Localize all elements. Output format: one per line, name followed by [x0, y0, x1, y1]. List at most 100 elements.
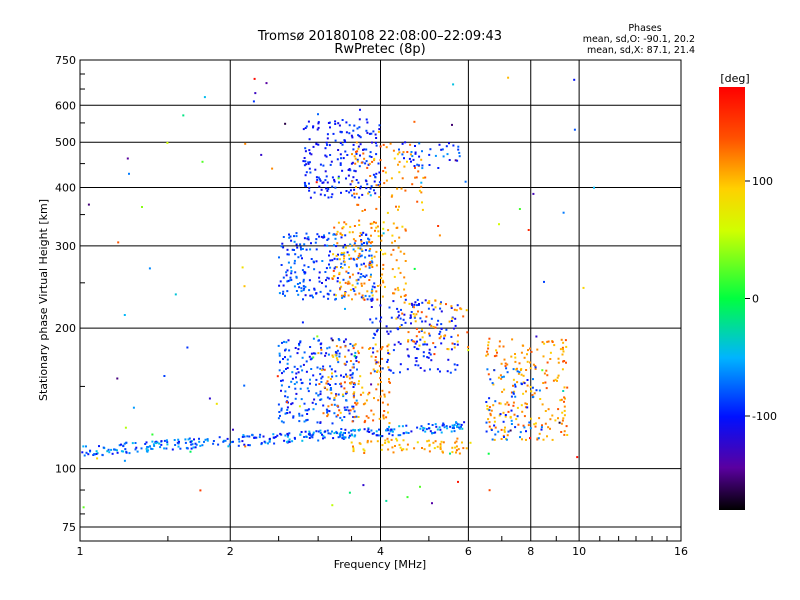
data-point: [322, 434, 325, 437]
data-point: [453, 423, 456, 426]
data-point: [87, 453, 90, 456]
data-point: [300, 248, 302, 251]
data-point: [451, 451, 454, 454]
data-point: [294, 347, 297, 349]
data-point: [282, 246, 285, 249]
data-point: [377, 230, 380, 233]
data-point: [294, 397, 297, 400]
data-point: [367, 427, 370, 430]
data-point: [328, 232, 331, 235]
data-point: [354, 250, 357, 253]
data-point: [309, 358, 312, 361]
data-point: [404, 298, 407, 301]
data-point: [359, 247, 362, 250]
data-point: [302, 363, 305, 366]
data-point: [379, 320, 382, 323]
data-point: [308, 432, 311, 435]
data-point: [551, 438, 554, 441]
data-point: [288, 385, 291, 388]
data-point: [151, 448, 154, 450]
data-point: [393, 428, 396, 431]
data-point: [146, 450, 149, 453]
data-point: [455, 445, 458, 448]
data-point: [243, 443, 246, 446]
data-point: [320, 346, 322, 349]
data-point: [563, 414, 566, 417]
data-point: [493, 355, 496, 358]
data-point: [341, 119, 344, 121]
data-point: [458, 151, 461, 154]
data-point: [286, 396, 289, 399]
data-point: [373, 157, 376, 160]
data-point: [335, 394, 338, 397]
data-point: [403, 301, 406, 304]
data-point: [487, 452, 490, 455]
data-point: [561, 411, 564, 414]
data-point: [541, 403, 544, 406]
data-point: [423, 343, 426, 346]
data-point: [308, 289, 311, 292]
data-point: [120, 450, 123, 453]
data-point: [499, 402, 502, 405]
data-point: [326, 181, 329, 184]
data-point: [486, 350, 489, 353]
data-point: [312, 296, 314, 299]
data-point: [386, 403, 389, 406]
data-point: [486, 368, 489, 371]
data-point: [455, 421, 457, 424]
data-point: [517, 423, 520, 426]
data-point: [323, 386, 326, 389]
data-point: [418, 330, 421, 333]
data-point: [432, 432, 435, 434]
data-point: [531, 386, 534, 389]
data-point: [305, 360, 308, 363]
data-point: [402, 318, 405, 321]
data-point: [307, 266, 310, 268]
data-point: [322, 437, 324, 440]
data-point: [416, 441, 419, 444]
data-point: [355, 279, 358, 282]
data-point: [135, 446, 138, 449]
data-point: [318, 178, 321, 181]
x-axis-label: Frequency [MHz]: [334, 558, 426, 571]
data-point: [303, 351, 306, 354]
data-point: [348, 231, 351, 234]
data-point: [337, 436, 340, 439]
data-point: [134, 448, 137, 451]
data-point: [248, 444, 251, 447]
data-point: [375, 434, 378, 437]
data-point: [545, 387, 548, 390]
data-point: [325, 155, 328, 158]
data-point: [201, 444, 204, 447]
data-point: [390, 428, 393, 431]
data-point: [593, 186, 595, 189]
data-point: [343, 437, 346, 440]
data-point: [397, 434, 400, 437]
data-point: [360, 296, 363, 299]
data-point: [291, 371, 294, 374]
data-point: [308, 430, 311, 433]
data-point: [358, 292, 361, 295]
data-point: [131, 442, 134, 445]
data-point: [424, 320, 427, 323]
data-point: [440, 327, 443, 330]
data-point: [355, 355, 358, 358]
data-point: [415, 327, 418, 330]
data-point: [347, 431, 350, 434]
data-point: [279, 280, 282, 283]
data-point: [506, 363, 509, 366]
data-point: [306, 418, 309, 421]
data-point: [147, 449, 150, 452]
data-point: [387, 229, 390, 232]
data-point: [369, 248, 372, 250]
data-point: [338, 271, 341, 274]
data-point: [404, 141, 407, 144]
data-point: [338, 181, 340, 184]
data-point: [503, 430, 506, 433]
data-point: [307, 162, 310, 165]
data-point: [372, 419, 375, 422]
data-point: [301, 381, 304, 384]
data-point: [491, 438, 494, 441]
data-point: [315, 392, 318, 395]
data-point: [360, 240, 363, 243]
